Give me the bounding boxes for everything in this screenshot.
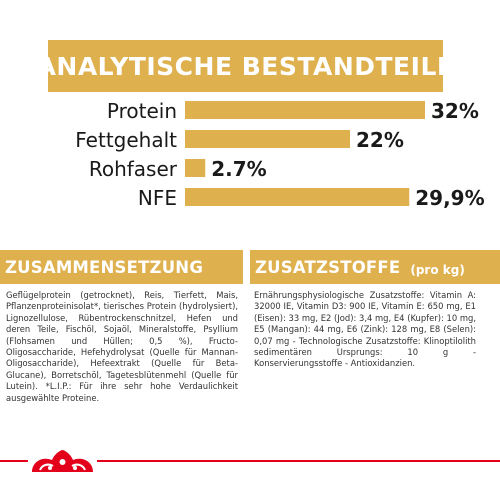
value-label: 2.7% — [211, 157, 266, 181]
header-band: ANALYTISCHE BESTANDTEILE — [37, 40, 454, 92]
category-label: Protein — [107, 99, 177, 123]
bar-chart: Protein 32% Fettgehalt 22% Rohfaser 2.7% NFE 29… — [75, 99, 484, 210]
bar-protein — [185, 101, 425, 119]
category-label: NFE — [138, 186, 177, 210]
additives-subtitle: (pro kg) — [410, 263, 465, 277]
page-title: ANALYTISCHE BESTANDTEILE — [36, 51, 455, 81]
additives-header: ZUSATZSTOFFE (pro kg) — [250, 250, 500, 284]
category-label: Rohfaser — [89, 157, 178, 181]
value-label: 22% — [356, 128, 404, 152]
footer-divider-left — [0, 460, 28, 462]
bar-rohfaser — [185, 159, 206, 177]
value-label: 29,9% — [415, 186, 484, 210]
composition-title: ZUSAMMENSETZUNG — [5, 257, 204, 277]
additives-title: ZUSATZSTOFFE — [255, 257, 401, 277]
royal-canin-crown-icon — [32, 450, 93, 472]
composition-text: Geflügelprotein (getrocknet), Reis, Tier… — [6, 290, 238, 403]
bar-nfe — [185, 188, 410, 206]
value-label: 32% — [431, 99, 479, 123]
composition-header: ZUSAMMENSETZUNG — [0, 250, 243, 284]
bar-fettgehalt — [185, 130, 350, 148]
footer-divider-right — [97, 460, 500, 462]
category-label: Fettgehalt — [75, 128, 177, 152]
additives-text: Ernährungsphysiologische Zusatzstoffe: V… — [254, 290, 476, 369]
